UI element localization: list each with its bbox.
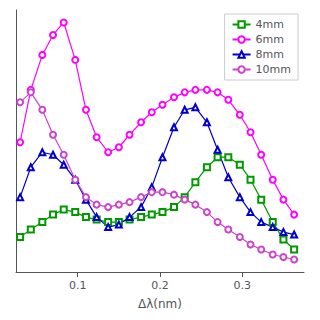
svg-text:0.2: 0.2 <box>151 279 169 292</box>
svg-text:10mm: 10mm <box>256 63 291 76</box>
svg-text:Δλ(nm): Δλ(nm) <box>138 297 182 311</box>
svg-text:0.1: 0.1 <box>69 279 87 292</box>
svg-text:6mm: 6mm <box>256 33 284 46</box>
svg-text:4mm: 4mm <box>256 18 284 31</box>
svg-text:0.3: 0.3 <box>234 279 252 292</box>
svg-text:8mm: 8mm <box>256 48 284 61</box>
